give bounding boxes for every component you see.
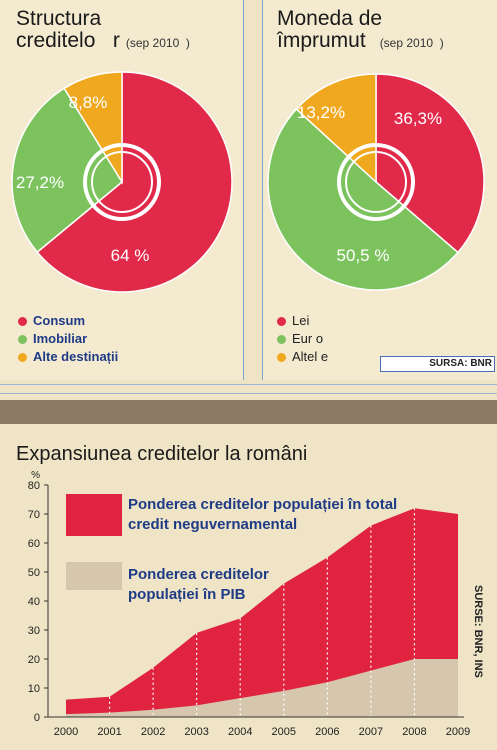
y-tick-label: 70 — [28, 509, 40, 521]
slice-label-2: 8,8% — [69, 93, 108, 112]
credit-structure-panel: Structura creditelo r (sep 2010 ) 64 % 27,… — [0, 0, 244, 380]
divider-band — [0, 400, 497, 424]
chart-source-label: SURSE: BNR, INS — [472, 585, 484, 678]
legend-item-imobiliar: Imobiliar — [18, 330, 118, 348]
donut-ring-outer — [83, 143, 161, 221]
legend-swatch — [18, 352, 27, 362]
y-tick-label: 80 — [28, 480, 40, 492]
y-axis-label: % — [31, 470, 40, 481]
legend-swatch-pib — [66, 562, 122, 590]
legend-total-text: Ponderea creditelor populației în total … — [128, 495, 397, 535]
pie-slice-1 — [267, 108, 459, 291]
x-tick-label: 2000 — [54, 726, 78, 738]
legend-total-line-1: Ponderea creditelor populației în total — [128, 496, 398, 513]
series-area-total — [66, 508, 458, 717]
y-tick-label: 40 — [28, 596, 40, 608]
y-tick-label: 30 — [28, 625, 40, 637]
slice-label-1: 50,5 % — [337, 246, 390, 265]
slice-label-0: 36,3% — [394, 109, 442, 128]
legend-label: Lei — [292, 313, 310, 328]
loan-currency-panel: Moneda de împrumut (sep 2010 ) 36,3% 50,5 … — [262, 0, 497, 380]
subtitle: (sep 2010 ) — [125, 36, 190, 50]
legend-swatch — [277, 316, 286, 326]
y-tick-label: 10 — [28, 683, 40, 695]
slice-label-0: 64 % — [111, 246, 150, 265]
y-tick-label: 50 — [28, 567, 40, 579]
legend-swatch — [277, 334, 286, 344]
legend-label: Alte destinații — [33, 349, 119, 364]
credit-expansion-chart: 0 10 20 30 40 50 60 70 80% 2000 2001 2002 2003 2004 20… — [28, 470, 470, 738]
credit-structure-pie: 64 % 27,2% 8,8% — [11, 71, 233, 293]
legend-swatch — [18, 334, 27, 344]
legend-swatch-total — [66, 494, 122, 536]
legend-item-euro: Eur o — [277, 330, 328, 348]
x-tick-label: 2003 — [184, 726, 208, 738]
x-tick-label: 2005 — [272, 726, 296, 738]
legend-item-altele: Altel e — [277, 348, 328, 366]
series-area-pib — [66, 659, 458, 717]
pie-slice-0 — [36, 71, 233, 293]
divider-line — [0, 393, 497, 394]
legend-label: Altel e — [292, 349, 329, 364]
pie-slice-0 — [375, 73, 485, 254]
legend-pib-line-1: Ponderea creditelor — [128, 566, 269, 583]
legend-label: Consum — [33, 313, 85, 328]
x-tick-label: 2008 — [402, 726, 426, 738]
y-tick-label: 60 — [28, 538, 40, 550]
legend-pib-text: Ponderea creditelor populației în PIB — [128, 565, 269, 605]
legend-swatch — [277, 352, 286, 362]
loan-currency-pie: 36,3% 50,5 % 13,2% — [267, 73, 485, 291]
pie-legend: Consum Imobiliar Alte destinații — [18, 312, 118, 366]
pie-slice-1 — [11, 87, 123, 254]
slice-label-1: 27,2% — [16, 173, 64, 192]
pie-legend: Lei Eur o Altel e — [277, 312, 328, 366]
legend-item-lei: Lei — [277, 312, 328, 330]
chart-title: Expansiunea creditelor la români — [16, 443, 308, 465]
legend-swatch — [18, 316, 27, 326]
title-line-2: împrumut — [277, 29, 366, 52]
panel-title: Structura creditelo r (sep 2010 ) — [16, 8, 190, 54]
legend-total-line-2: credit neguvernamental — [128, 516, 298, 533]
legend-pib-line-2: populației în PIB — [128, 586, 246, 603]
legend-item-consum: Consum — [18, 312, 118, 330]
slice-label-2: 13,2% — [297, 103, 345, 122]
source-label: SURSA: BNR — [380, 356, 495, 372]
title-line-2: creditelo r — [16, 29, 120, 52]
title-line-1: Structura — [16, 7, 102, 30]
legend-label: Eur o — [292, 331, 324, 346]
legend-label: Imobiliar — [33, 331, 88, 346]
divider-line — [0, 384, 497, 385]
x-tick-label: 2009 — [446, 726, 470, 738]
x-tick-label: 2002 — [141, 726, 165, 738]
y-tick-label: 0 — [34, 712, 40, 724]
title-line-1: Moneda de — [277, 7, 383, 30]
donut-ring-inner — [345, 151, 407, 213]
pie-slice-2 — [63, 71, 123, 185]
panel-title: Moneda de împrumut (sep 2010 ) — [277, 8, 444, 54]
x-tick-label: 2001 — [97, 726, 121, 738]
donut-ring-outer — [337, 143, 415, 221]
chart-source: SURSE: BNR, INS — [470, 585, 492, 695]
x-tick-label: 2007 — [359, 726, 383, 738]
y-tick-label: 20 — [28, 654, 40, 666]
legend-item-alte: Alte destinații — [18, 348, 118, 366]
donut-ring-inner — [91, 151, 153, 213]
subtitle: (sep 2010 ) — [379, 36, 444, 50]
pie-slice-2 — [295, 73, 377, 184]
x-tick-label: 2006 — [315, 726, 339, 738]
x-tick-label: 2004 — [228, 726, 252, 738]
